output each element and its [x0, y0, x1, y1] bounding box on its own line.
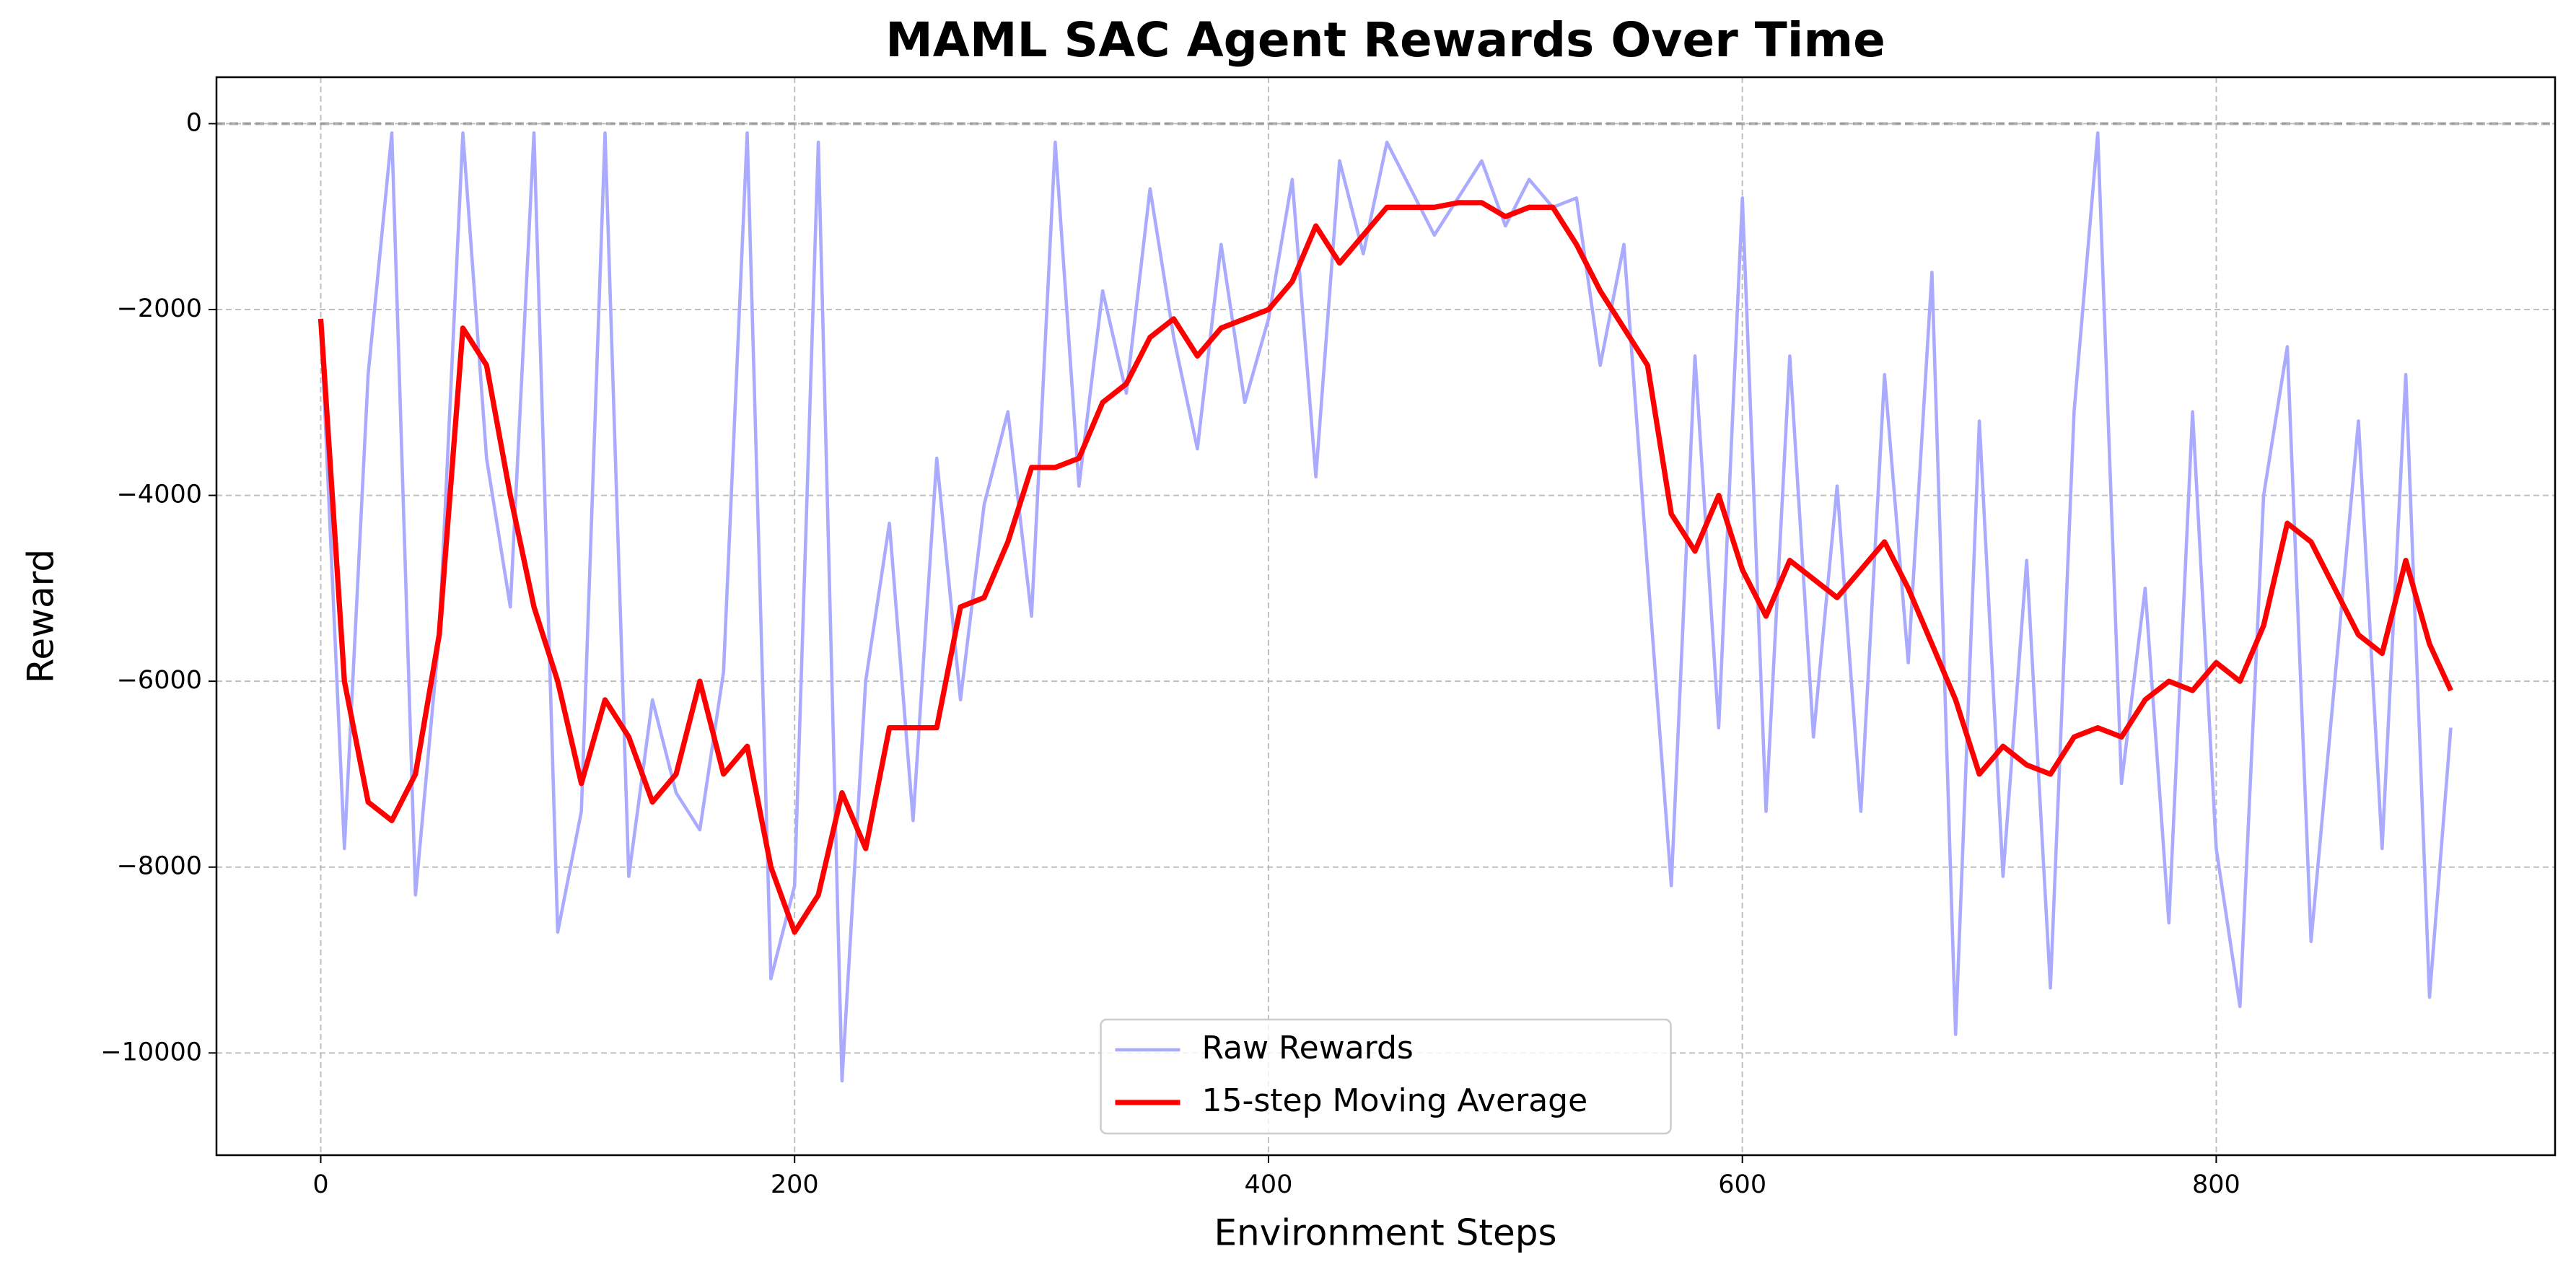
y-tick-label: −10000 [100, 1038, 202, 1066]
y-tick-label: −2000 [117, 294, 202, 323]
y-tick-label: −6000 [117, 666, 202, 695]
x-tick-label: 0 [312, 1170, 328, 1199]
data-line [317, 200, 2453, 935]
y-tick-label: −4000 [117, 481, 202, 509]
y-axis-label: Reward [20, 549, 62, 683]
legend-label: 15-step Moving Average [1202, 1082, 1588, 1119]
x-tick-label: 400 [1245, 1170, 1293, 1199]
legend-box [1100, 1018, 1672, 1135]
chart-title: MAML SAC Agent Rewards Over Time [885, 12, 1885, 68]
x-tick-label: 800 [2192, 1170, 2240, 1199]
data-line [319, 131, 2453, 1083]
legend-label: Raw Rewards [1202, 1030, 1414, 1066]
x-axis-label: Environment Steps [1214, 1212, 1556, 1254]
x-tick-label: 600 [1718, 1170, 1766, 1199]
x-tick-label: 200 [771, 1170, 819, 1199]
y-tick-label: 0 [186, 108, 202, 137]
y-tick-label: −8000 [117, 852, 202, 881]
plot-frame [215, 76, 2557, 1157]
